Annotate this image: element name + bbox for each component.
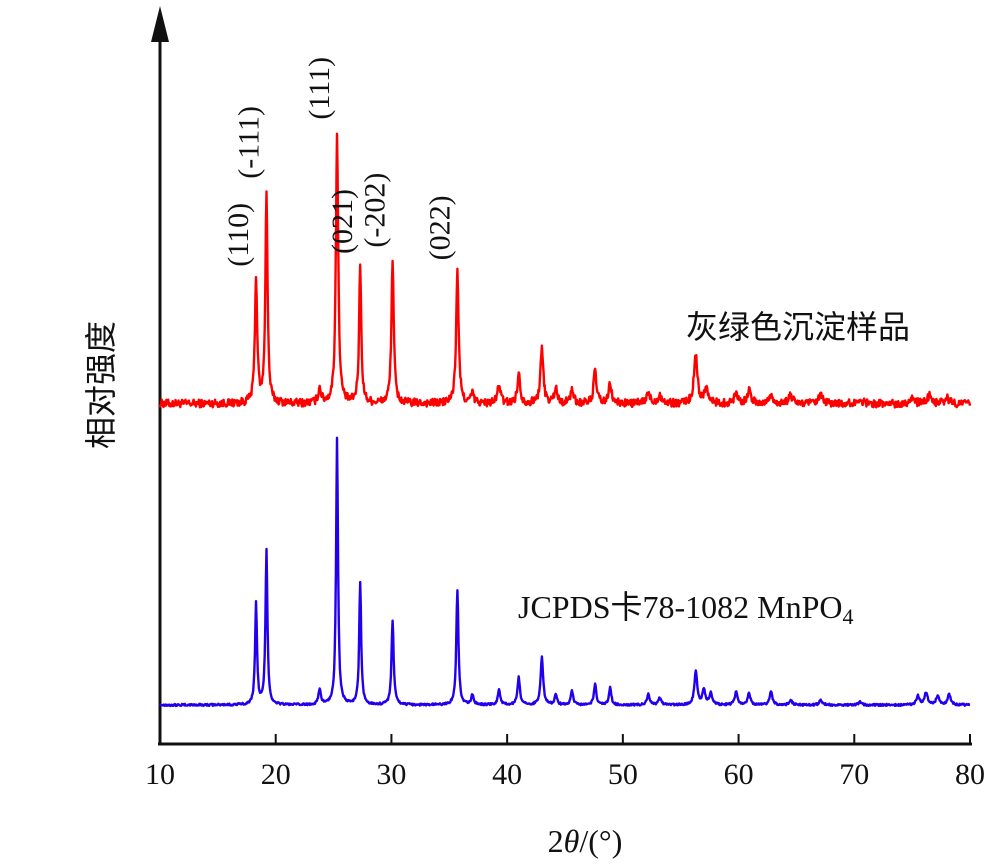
x-tick-label: 50 [608, 758, 638, 791]
peak-label: (021) [326, 189, 359, 254]
x-tick-label: 80 [955, 758, 985, 791]
series-layer [158, 132, 972, 708]
peak-label: (-202) [359, 173, 392, 248]
x-tick-label: 60 [724, 758, 754, 791]
series-line-sample [158, 132, 972, 409]
x-tick-label: 10 [145, 758, 175, 791]
y-axis-arrow-icon [151, 6, 169, 42]
series-label-sample: 灰绿色沉淀样品 [686, 309, 910, 345]
series-line-reference [158, 436, 971, 708]
peak-label: (111) [303, 57, 336, 120]
x-tick-label: 30 [376, 758, 406, 791]
x-tick-label: 40 [492, 758, 522, 791]
y-axis-title: 相对强度 [83, 321, 119, 449]
x-axis-title: 2θ/(°) [548, 823, 623, 859]
peak-label: (022) [423, 195, 456, 260]
x-ticks: 10 20 30 40 50 60 70 80 [145, 734, 985, 791]
x-tick-label: 20 [261, 758, 291, 791]
annotation-layer: (110) (-111) (111) (021) (-202) (022) [222, 57, 456, 267]
peak-label: (-111) [233, 106, 266, 179]
peak-label: (110) [222, 203, 255, 267]
x-tick-label: 70 [839, 758, 869, 791]
axes [151, 6, 972, 746]
series-label-reference: JCPDS卡78-1082 MnPO4 [518, 589, 854, 629]
